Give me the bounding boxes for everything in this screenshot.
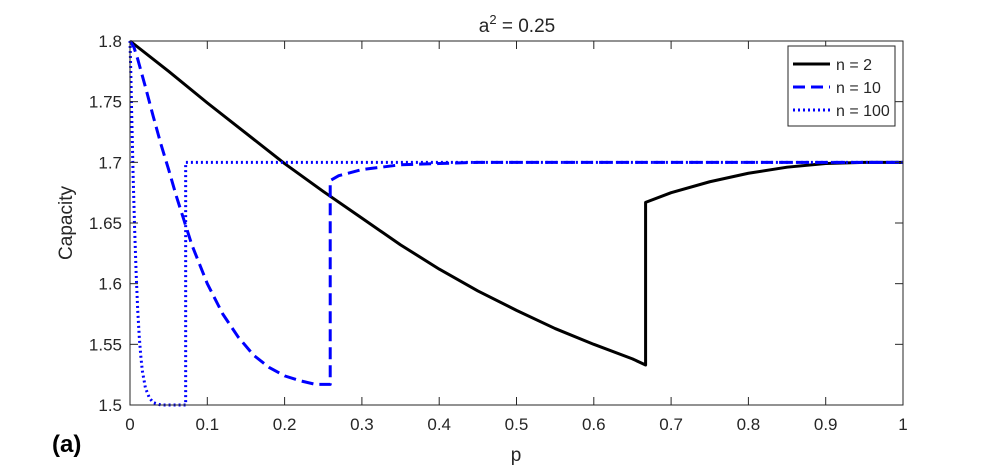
y-tick-label: 1.75 xyxy=(89,93,122,112)
x-tick-label: 0.4 xyxy=(427,415,451,434)
y-tick-label: 1.7 xyxy=(98,153,122,172)
tick-layer: 0 0.1 0.2 0.3 0.4 0.5 0.6 0.7 0.8 0.9 1 1.5 1.55 1.6 1… xyxy=(89,32,908,434)
legend-entry-1: n = 2 xyxy=(836,57,872,74)
x-tick-label: 0.5 xyxy=(505,415,529,434)
legend-box xyxy=(787,45,896,127)
x-tick-label: 0.3 xyxy=(350,415,374,434)
x-tick-label: 0.7 xyxy=(659,415,683,434)
x-tick-label: 0.2 xyxy=(273,415,297,434)
y-tick-label: 1.6 xyxy=(98,275,122,294)
series-line-2 xyxy=(128,40,903,386)
plot-area-frame xyxy=(129,40,904,406)
y-tick-label: 1.55 xyxy=(89,335,122,354)
x-tick-label: 0.8 xyxy=(737,415,761,434)
legend-entry-2: n = 10 xyxy=(836,80,881,97)
x-tick-label: 0 xyxy=(125,415,134,434)
y-tick-label: 1.8 xyxy=(98,32,122,51)
x-axis-label: p xyxy=(511,445,522,466)
y-tick-label: 1.5 xyxy=(98,396,122,415)
series-line-1 xyxy=(129,39,903,367)
series-layer xyxy=(128,39,903,407)
series-line-3 xyxy=(128,40,903,407)
x-tick-label: 0.1 xyxy=(195,415,219,434)
chart-title: a2 = 0.25 xyxy=(479,12,555,37)
y-tick-label: 1.65 xyxy=(89,214,122,233)
panel-label: (a) xyxy=(52,431,81,458)
y-axis-label: Capacity xyxy=(56,186,77,260)
x-tick-label: 0.9 xyxy=(814,415,838,434)
x-tick-label: 0.6 xyxy=(582,415,606,434)
legend: n = 2 n = 10 n = 100 xyxy=(787,45,896,127)
x-tick-label: 1 xyxy=(898,415,907,434)
legend-entry-3: n = 100 xyxy=(836,103,890,120)
